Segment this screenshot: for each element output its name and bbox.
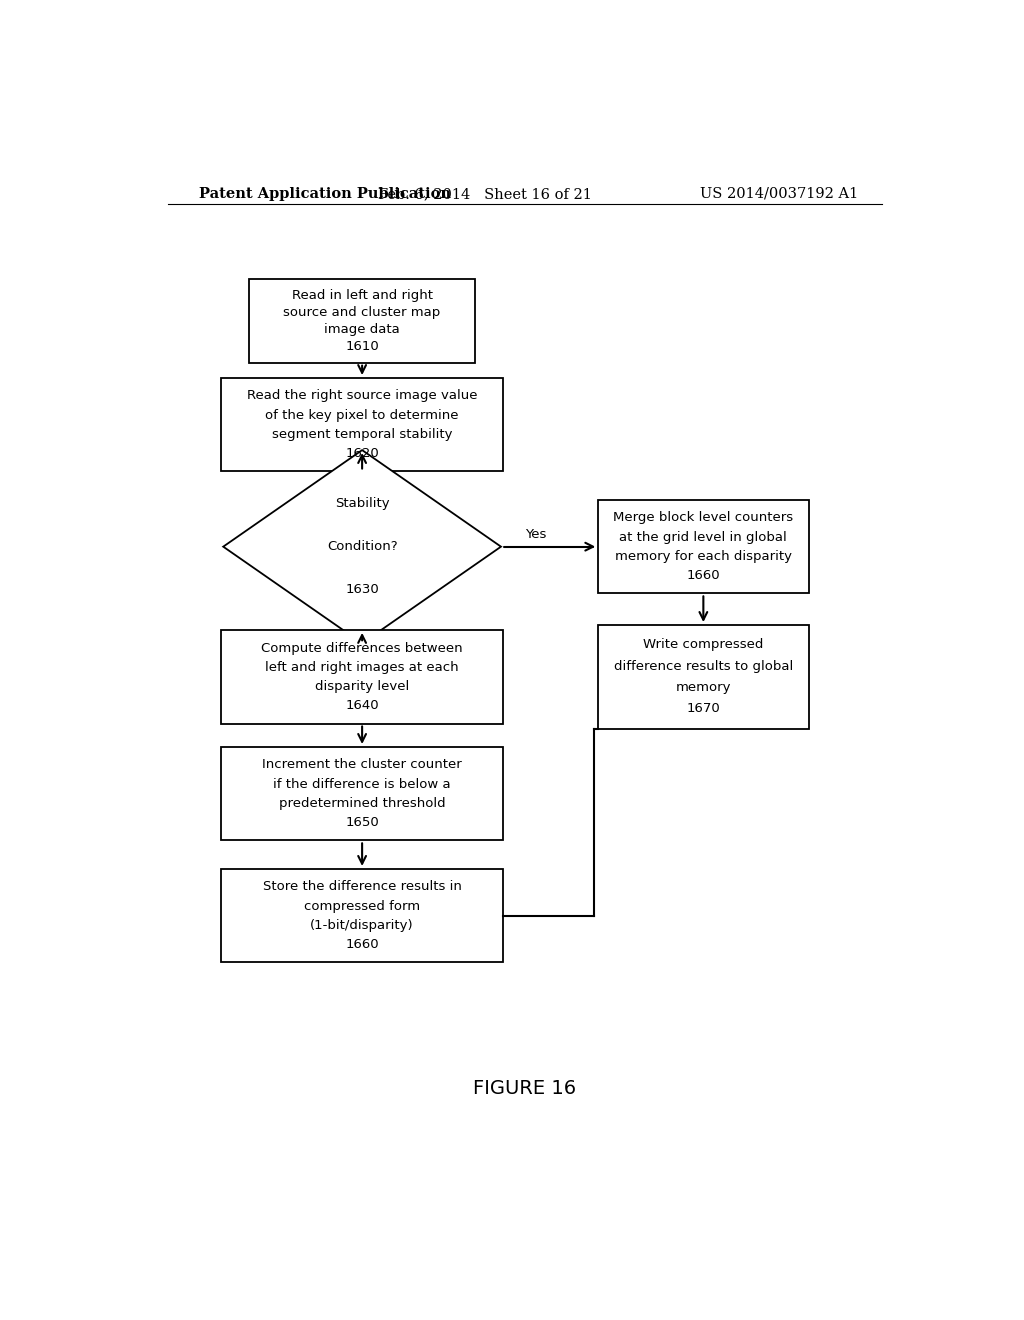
Text: 1620: 1620 [345,447,379,459]
Bar [221,869,503,962]
Bar [249,280,475,363]
Text: Yes: Yes [524,528,546,541]
Text: difference results to global: difference results to global [613,660,793,673]
Text: 1670: 1670 [686,702,720,715]
Text: image data: image data [325,323,400,337]
Bar [221,747,503,841]
Text: 1630: 1630 [345,583,379,597]
Text: Increment the cluster counter: Increment the cluster counter [262,759,462,771]
Text: Read in left and right: Read in left and right [292,289,432,302]
Text: 1650: 1650 [345,816,379,829]
Text: Condition?: Condition? [327,540,397,553]
Text: source and cluster map: source and cluster map [284,306,440,319]
Text: at the grid level in global: at the grid level in global [620,531,787,544]
Text: of the key pixel to determine: of the key pixel to determine [265,409,459,421]
Text: Read the right source image value: Read the right source image value [247,389,477,403]
Text: Compute differences between: Compute differences between [261,642,463,655]
Text: Feb. 6, 2014   Sheet 16 of 21: Feb. 6, 2014 Sheet 16 of 21 [378,187,592,201]
Bar [221,630,503,723]
Text: predetermined threshold: predetermined threshold [279,797,445,809]
Text: memory for each disparity: memory for each disparity [614,549,792,562]
Bar [221,378,503,471]
Text: left and right images at each: left and right images at each [265,661,459,673]
Text: US 2014/0037192 A1: US 2014/0037192 A1 [699,187,858,201]
Text: Patent Application Publication: Patent Application Publication [200,187,452,201]
Text: FIGURE 16: FIGURE 16 [473,1078,577,1098]
Text: if the difference is below a: if the difference is below a [273,777,451,791]
Text: Store the difference results in: Store the difference results in [263,880,462,894]
Text: memory: memory [676,681,731,694]
Bar [598,500,809,594]
Text: Merge block level counters: Merge block level counters [613,511,794,524]
Text: compressed form: compressed form [304,899,420,912]
Text: Stability: Stability [335,498,389,510]
Text: (1-bit/disparity): (1-bit/disparity) [310,919,414,932]
Text: 1640: 1640 [345,700,379,711]
Text: 1660: 1660 [686,569,720,582]
Text: 1660: 1660 [345,937,379,950]
Text: Write compressed: Write compressed [643,639,764,652]
Bar [598,624,809,729]
Polygon shape [223,450,501,643]
Text: segment temporal stability: segment temporal stability [271,428,453,441]
Text: disparity level: disparity level [315,680,410,693]
Text: 1610: 1610 [345,341,379,354]
